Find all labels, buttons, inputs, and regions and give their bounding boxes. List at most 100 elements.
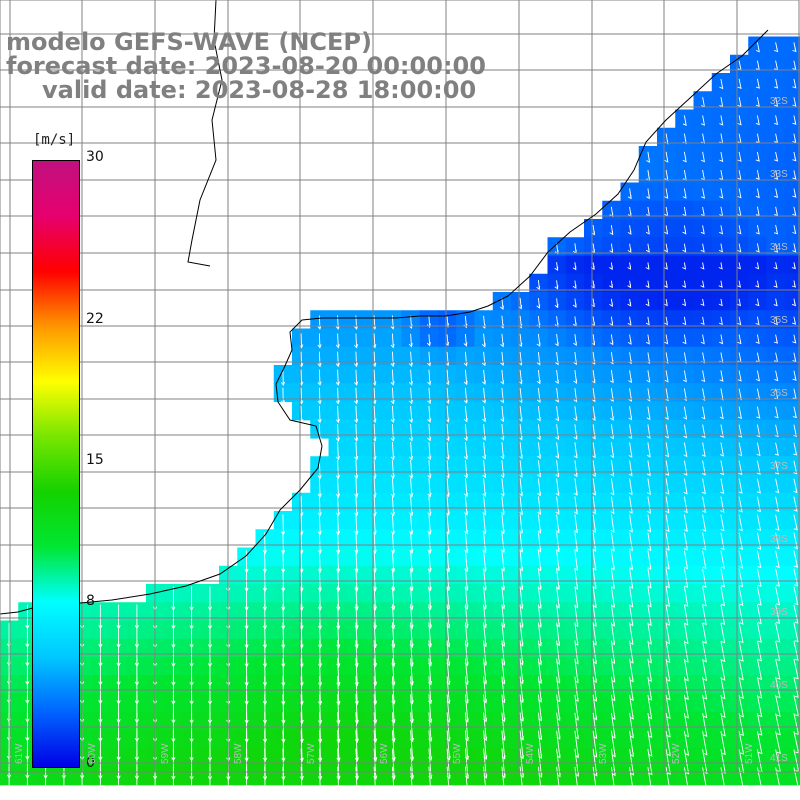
colorbar: [32, 160, 80, 768]
wind-arrow: [647, 532, 652, 552]
wind-arrow: [665, 460, 670, 477]
wind-arrow: [408, 387, 413, 405]
wind-arrow: [627, 298, 632, 307]
wind-arrow: [702, 586, 707, 607]
wind-arrow: [738, 514, 743, 532]
wind-arrow: [738, 442, 743, 457]
wind-arrow: [773, 280, 778, 288]
wind-arrow: [682, 115, 687, 127]
wind-arrow: [755, 334, 760, 344]
wind-arrow: [646, 406, 651, 421]
wind-arrow: [518, 369, 523, 385]
wind-speed-cell: [784, 292, 800, 311]
wind-speed-cell: [584, 584, 603, 603]
wind-arrow: [335, 460, 340, 480]
wind-arrow: [683, 478, 688, 495]
wind-arrow: [463, 334, 468, 347]
wind-speed-cell: [784, 273, 800, 293]
wind-arrow: [317, 604, 322, 630]
wind-speed-cell: [784, 109, 800, 129]
wind-speed-cell: [638, 529, 658, 549]
wind-arrow: [629, 586, 634, 608]
wind-arrow: [683, 496, 688, 514]
wind-arrow: [592, 550, 597, 571]
wind-speed-cell: [602, 492, 622, 512]
longitude-label: 55W: [452, 743, 463, 764]
wind-arrow: [737, 151, 742, 162]
wind-arrow: [719, 406, 724, 420]
wind-speed-cell: [766, 419, 786, 439]
wind-arrow: [683, 532, 688, 551]
wind-arrow: [427, 442, 432, 461]
wind-arrow: [354, 460, 359, 480]
wind-speed-cell: [638, 711, 658, 731]
wind-arrow: [719, 334, 724, 345]
wind-arrow: [354, 586, 359, 611]
wind-arrow: [718, 316, 723, 326]
wind-speed-cell: [748, 492, 768, 512]
wind-arrow: [573, 334, 577, 347]
wind-arrow: [536, 280, 541, 291]
wind-arrow: [427, 369, 432, 386]
wind-arrow: [756, 586, 762, 606]
wind-arrow: [793, 568, 799, 587]
wind-arrow: [720, 658, 726, 681]
wind-arrow: [610, 622, 615, 646]
wind-arrow: [372, 496, 377, 517]
wind-speed-cell: [511, 766, 530, 786]
wind-speed-cell: [620, 730, 640, 749]
wind-arrow: [592, 532, 597, 552]
wind-speed-cell: [602, 511, 622, 530]
wind-arrow: [792, 334, 797, 344]
wind-arrow: [555, 406, 559, 422]
wind-arrow: [572, 298, 577, 308]
wind-arrow: [281, 730, 286, 762]
wind-speed-cell: [784, 127, 800, 147]
wind-arrow: [702, 496, 706, 514]
wind-arrow: [665, 640, 671, 664]
wind-arrow: [737, 298, 742, 307]
wind-arrow: [518, 424, 523, 441]
wind-arrow: [719, 115, 724, 126]
wind-arrow: [555, 532, 560, 553]
wind-arrow: [555, 478, 560, 497]
wind-arrow: [793, 496, 798, 512]
colorbar-unit: [m/s]: [33, 132, 76, 148]
wind-arrow: [354, 640, 359, 668]
wind-arrow: [773, 298, 778, 307]
wind-arrow: [318, 748, 323, 781]
wind-speed-cell: [620, 511, 640, 530]
wind-arrow: [500, 514, 505, 535]
wind-speed-cell: [638, 748, 658, 768]
wind-speed-cell: [711, 584, 731, 603]
wind-arrow: [683, 767, 690, 794]
wind-arrow: [500, 478, 505, 497]
wind-speed-cell: [565, 711, 585, 731]
wind-speed-cell: [748, 730, 768, 749]
wind-arrow: [720, 731, 726, 756]
wind-speed-cell: [675, 492, 695, 512]
wind-arrow: [555, 496, 560, 515]
wind-arrow: [647, 550, 652, 570]
wind-arrow: [756, 568, 762, 587]
wind-speed-cell: [693, 456, 713, 476]
wind-arrow: [536, 369, 541, 385]
wind-arrow: [792, 370, 797, 381]
wind-arrow: [335, 441, 340, 461]
wind-arrow: [665, 712, 671, 738]
wind-speed-cell: [730, 638, 749, 658]
wind-arrow: [629, 712, 634, 739]
wind-arrow: [775, 767, 782, 792]
wind-speed-cell: [675, 730, 695, 749]
wind-speed-cell: [529, 711, 549, 731]
wind-arrow: [426, 316, 431, 329]
wind-arrow: [775, 568, 780, 587]
wind-arrow: [280, 369, 286, 387]
wind-speed-cell: [547, 638, 567, 658]
wind-arrow: [775, 496, 780, 512]
wind-arrow: [755, 151, 760, 162]
wind-speed-cell: [693, 584, 713, 603]
wind-speed-cell: [511, 657, 530, 676]
wind-arrow: [646, 460, 651, 477]
wind-arrow: [629, 604, 634, 627]
